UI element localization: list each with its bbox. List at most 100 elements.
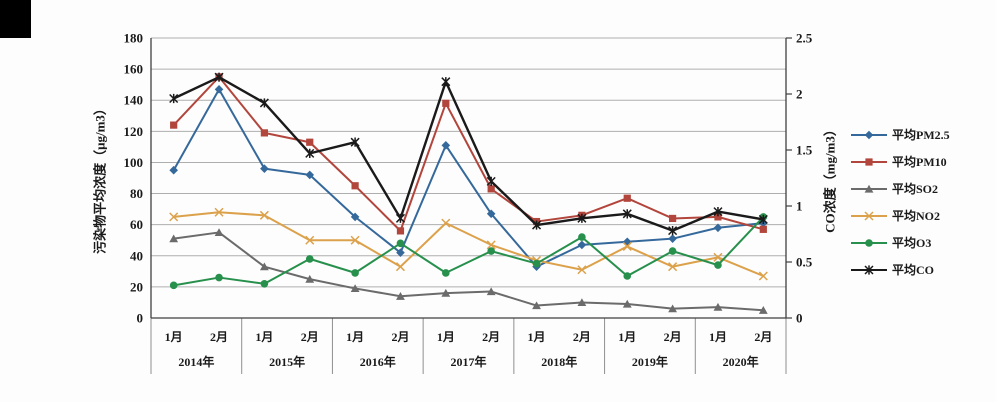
- marker-triangle: [305, 274, 315, 283]
- legend-item-平均PM2.5: 平均PM2.5: [851, 121, 950, 148]
- month-label: 2月: [754, 330, 772, 344]
- marker-x: [305, 235, 315, 245]
- marker-circle: [305, 255, 314, 263]
- series-line-平均PM2.5: [172, 88, 764, 268]
- legend-label: 平均NO2: [892, 209, 941, 223]
- marker-circle: [351, 269, 359, 277]
- marker-x: [758, 271, 768, 281]
- legend-item-平均NO2: 平均NO2: [851, 202, 950, 229]
- marker-square: [396, 227, 405, 235]
- chart-legend: 平均PM2.5 平均PM10 平均SO2 平均NO2 平均O3 平均CO: [851, 121, 950, 283]
- marker-diamond: [668, 234, 677, 243]
- marker-circle: [865, 238, 873, 247]
- month-label: 2月: [391, 330, 409, 344]
- year-label: 2019年: [632, 354, 668, 369]
- marker-star: [259, 98, 269, 108]
- marker-diamond: [713, 223, 723, 233]
- right-tick-label: 2.5: [796, 31, 813, 46]
- year-label: 2020年: [723, 354, 759, 369]
- marker-circle: [169, 281, 178, 290]
- right-tick-label: 1.5: [796, 143, 813, 158]
- left-tick-label: 180: [124, 31, 144, 46]
- marker-star: [622, 209, 632, 219]
- legend-marker-x: [851, 210, 887, 221]
- marker-circle: [668, 247, 677, 255]
- marker-diamond: [441, 141, 451, 150]
- month-label: 2月: [210, 330, 228, 344]
- marker-x: [259, 210, 269, 220]
- marker-diamond: [350, 212, 360, 222]
- left-tick-label: 80: [130, 186, 143, 201]
- month-label: 1月: [437, 330, 455, 344]
- left-tick-label: 100: [124, 155, 144, 170]
- marker-star: [668, 226, 678, 236]
- marker-circle: [714, 261, 722, 269]
- marker-triangle: [713, 302, 723, 311]
- month-label: 1月: [709, 330, 727, 344]
- legend-item-平均PM10: 平均PM10: [851, 148, 950, 175]
- marker-triangle: [668, 304, 678, 313]
- marker-triangle: [350, 284, 360, 293]
- marker-triangle: [214, 228, 224, 237]
- black-corner-patch: [0, 0, 31, 38]
- left-tick-label: 60: [130, 217, 143, 232]
- marker-square: [759, 225, 767, 233]
- legend-item-平均O3: 平均O3: [851, 229, 950, 256]
- year-label: 2014年: [178, 354, 214, 369]
- month-label: 1月: [346, 330, 364, 344]
- marker-circle: [396, 239, 405, 248]
- right-axis-title: CO浓度（mg/m3）: [822, 123, 838, 233]
- marker-star: [532, 220, 542, 230]
- marker-circle: [215, 273, 223, 282]
- series-line-平均NO2: [173, 211, 764, 277]
- marker-diamond: [169, 165, 178, 175]
- marker-circle: [532, 259, 541, 268]
- legend-label: 平均CO: [892, 263, 935, 277]
- right-tick-label: 0.5: [796, 255, 813, 270]
- marker-circle: [260, 279, 269, 288]
- right-tick-label: 1: [796, 199, 803, 214]
- marker-star: [169, 93, 179, 104]
- marker-star: [577, 213, 587, 223]
- legend-label: 平均PM2.5: [892, 128, 950, 142]
- marker-diamond: [864, 130, 874, 139]
- marker-square: [351, 182, 359, 190]
- legend-label: 平均PM10: [892, 155, 947, 169]
- marker-triangle: [396, 292, 405, 300]
- year-label: 2018年: [541, 354, 577, 369]
- year-label: 2017年: [450, 354, 486, 369]
- year-label: 2016年: [360, 354, 396, 369]
- month-label: 1月: [528, 330, 546, 344]
- marker-square: [487, 185, 495, 193]
- series-line-平均O3: [173, 216, 765, 287]
- month-label: 2月: [301, 330, 319, 344]
- left-tick-label: 160: [124, 62, 144, 77]
- marker-x: [864, 210, 874, 221]
- marker-square: [260, 129, 268, 137]
- marker-x: [169, 212, 179, 222]
- month-label: 1月: [255, 330, 273, 344]
- marker-circle: [442, 269, 450, 277]
- marker-square: [669, 214, 677, 223]
- marker-circle: [623, 272, 632, 280]
- marker-diamond: [577, 240, 587, 250]
- right-tick-label: 0: [796, 311, 803, 326]
- marker-square: [442, 99, 450, 107]
- marker-triangle: [532, 301, 541, 310]
- series-line-平均PM10: [172, 75, 764, 232]
- legend-item-平均SO2: 平均SO2: [851, 175, 950, 202]
- marker-star: [214, 72, 224, 82]
- marker-x: [486, 240, 496, 250]
- marker-square: [306, 138, 314, 146]
- marker-star: [395, 213, 405, 223]
- legend-item-平均CO: 平均CO: [851, 256, 950, 283]
- marker-x: [622, 241, 632, 251]
- marker-x: [441, 218, 451, 228]
- marker-star: [350, 137, 360, 147]
- marker-x: [713, 252, 723, 262]
- marker-square: [714, 213, 722, 221]
- marker-x: [214, 207, 224, 217]
- marker-triangle: [441, 288, 451, 297]
- month-label: 1月: [618, 330, 636, 344]
